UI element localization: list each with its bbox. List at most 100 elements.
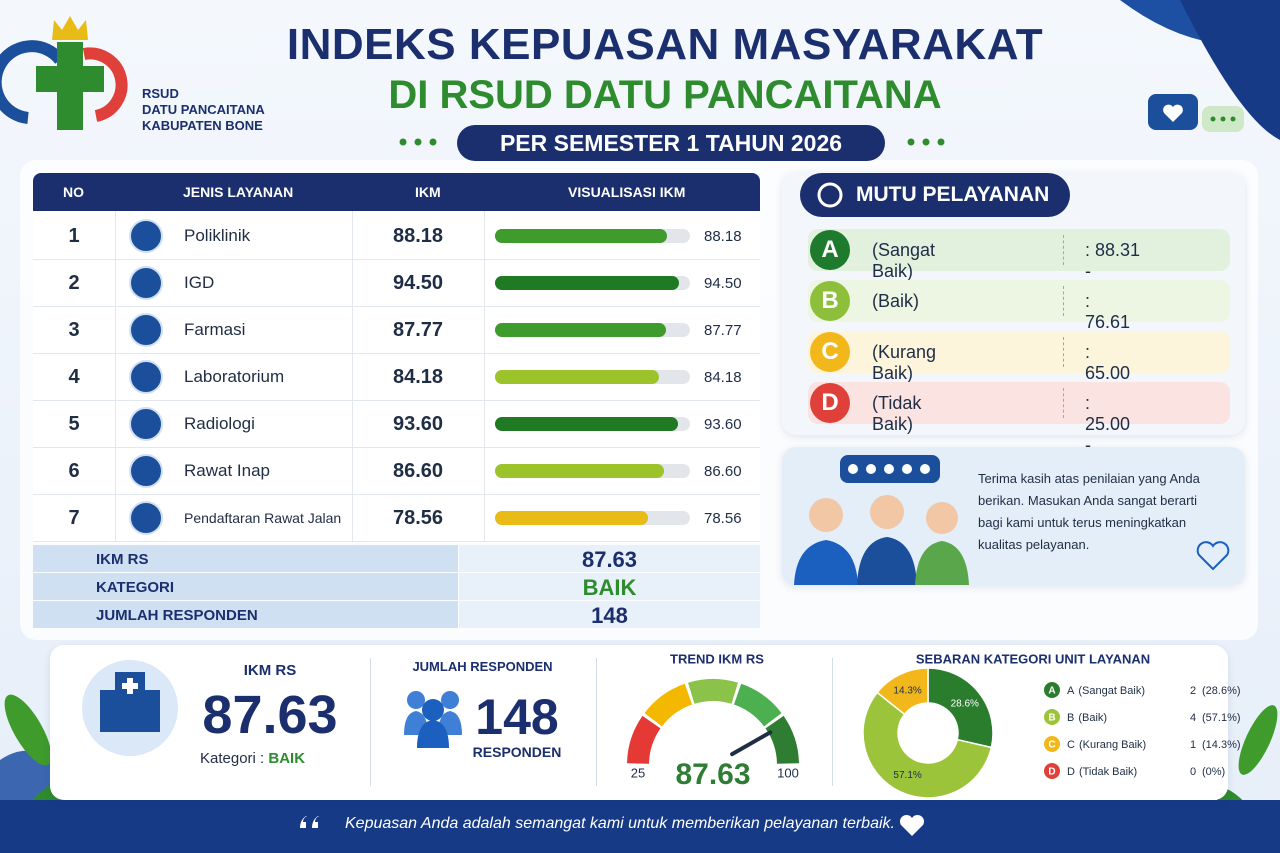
category-value: BAIK [268,750,306,767]
ikm-value: 84.18 [392,366,444,388]
service-name: Radiologi [184,414,255,433]
grade-divider [1063,337,1064,367]
grade-label: (Kurang Baik) [872,342,937,383]
service-icon [129,454,163,488]
heart-icon [899,814,925,836]
corner-swoosh [1180,0,1280,140]
stat-value: 87.63 [202,685,338,745]
dot [937,138,945,146]
grade-label: (Baik) [872,291,920,311]
column-header: IKM [415,184,441,200]
bar-label: 86.60 [704,463,742,480]
grade-divider [1063,388,1064,418]
summary-label-cell [33,573,458,600]
row-number: 7 [68,507,80,529]
grade-divider [1063,235,1064,265]
service-name: Pendaftaran Rawat Jalan [184,510,342,526]
grade-row [808,331,1230,373]
title: INDEKS KEPUASAN MASYARAKAT [286,20,1044,69]
bar-label: 88.18 [704,228,742,245]
row-number: 3 [68,319,80,341]
row-number: 2 [68,272,80,294]
ikm-value: 78.56 [392,507,444,529]
logo-text: RSUD DATU PANCAITANA KABUPATEN BONE [142,86,265,134]
service-name: Rawat Inap [184,461,270,480]
summary-value-cell [459,601,760,628]
ikm-bar [495,276,680,290]
logo-ring [0,40,65,124]
grade-letter: C [810,332,850,372]
grade-row [808,280,1230,322]
summary-label: KATEGORI [96,579,175,596]
service-icon [129,360,163,394]
bar-label: 93.60 [704,416,742,433]
heart-icon [1163,104,1183,122]
service-icon [129,266,163,300]
ikm-value: 86.60 [392,460,444,482]
column-header: JENIS LAYANAN [183,184,294,200]
service-name: Farmasi [184,320,246,339]
bar-label: 78.56 [704,510,742,527]
grade-letter: A [810,230,850,270]
row-divider [33,400,760,401]
row-number: 1 [68,225,80,247]
category-line: Kategori : BAIK [200,750,305,767]
category-label: Kategori : [200,750,265,767]
bar-label: 94.50 [704,275,742,292]
service-name: Laboratorium [184,367,285,386]
leaf [1238,705,1278,775]
dot [429,138,437,146]
ikm-bar [495,464,664,478]
grade-label: (Tidak Baik) [872,393,922,434]
dot [1230,116,1236,122]
summary-label: IKM RS [96,551,149,568]
logo-ring [82,47,128,122]
summary-value: 148 [591,603,628,628]
column-divider [115,211,116,541]
service-name: IGD [184,273,215,292]
service-icon [129,313,163,347]
logo-line: RSUD [142,86,179,101]
ikm-value: 94.50 [392,272,444,294]
column-header: NO [63,184,84,200]
summary-value: BAIK [582,575,637,600]
quality-title: MUTU PELAYANAN [800,173,1070,217]
summary-table: IKM RS 87.63 KATEGORI BAIK JUMLAH RESPONDEN 1… [33,545,760,629]
summary-value-cell [459,545,760,572]
ikm-table: NO JENIS LAYANAN IKM VISUALISASI IKM 1 Po… [33,173,760,543]
dot [922,138,930,146]
row-number: 5 [68,413,80,435]
grade-label: (Sangat Baik) [872,240,936,281]
column-header: VISUALISASI IKM [568,184,686,200]
ikm-bar [495,323,667,337]
ikm-value: 93.60 [392,413,444,435]
ikm-bar [495,229,667,243]
divider [832,658,833,786]
row-divider [33,447,760,448]
bar-label: 87.77 [704,322,742,339]
feedback-text: Terima kasih atas penilaian yang Anda be… [978,471,1200,552]
row-number: 4 [68,366,80,388]
row-divider [33,353,760,354]
row-divider [33,259,760,260]
column-divider [352,211,353,541]
stat-title: JUMLAH RESPONDEN [412,659,553,674]
summary-label: JUMLAH RESPONDEN [96,607,258,624]
service-icon [129,219,163,253]
summary-value-cell [459,573,760,600]
stat-unit: RESPONDEN [472,744,562,760]
column-divider [484,211,485,541]
grade-row [808,382,1230,424]
dot [399,138,407,146]
stat-value: 148 [475,689,559,745]
row-divider [33,306,760,307]
logo-line: DATU PANCAITANA [142,102,265,117]
ikm-bar [495,370,660,384]
ikm-bar [495,417,678,431]
quote-mark [300,816,319,828]
divider [596,658,597,786]
grade-divider [1063,286,1064,316]
